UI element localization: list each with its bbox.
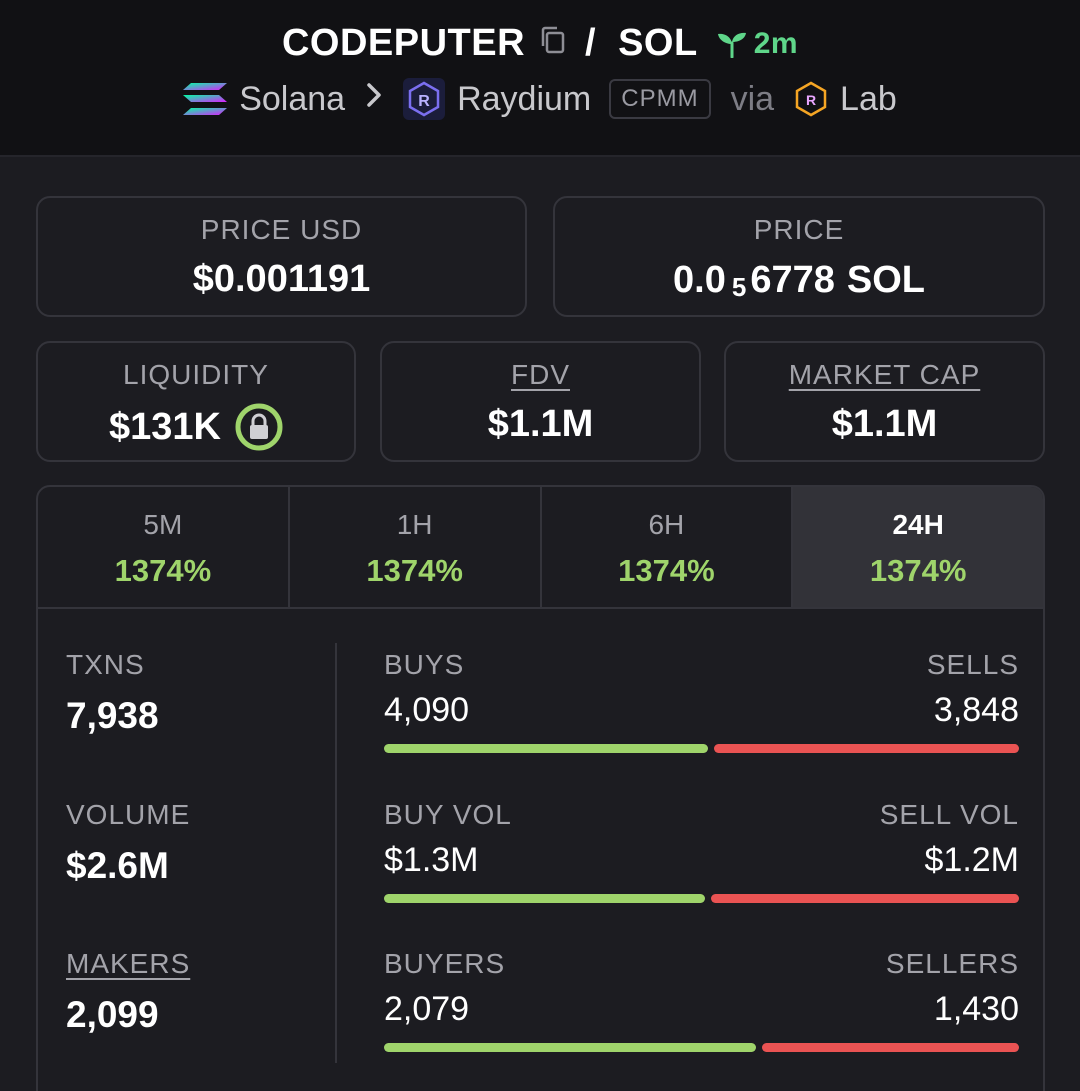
volume-stat: VOLUME $2.6M	[66, 799, 190, 887]
pair-header: CODEPUTER / SOL 2m	[0, 0, 1080, 157]
pair-age-value: 2m	[753, 26, 799, 60]
makers-label[interactable]: MAKERS	[66, 948, 191, 979]
launchlab-icon: R	[795, 81, 827, 117]
tab-1h-change: 1374%	[366, 553, 463, 588]
price-native-label: PRICE	[753, 214, 845, 245]
timeframe-tabs: 5M 1374% 1H 1374% 6H 1374% 24H 1374%	[36, 485, 1045, 609]
dex-name: Raydium	[457, 79, 592, 118]
stats-divider	[335, 643, 337, 1063]
buys-sells-bar	[384, 744, 1019, 753]
buy-vol-label: BUY VOL	[384, 799, 512, 830]
buy-vol-bar-segment	[384, 894, 705, 903]
txns-stat: TXNS 7,938	[66, 649, 159, 737]
buys-value: 4,090	[384, 691, 470, 729]
liquidity-label: LIQUIDITY	[123, 359, 269, 390]
volume-split-stat: BUY VOL SELL VOL $1.3M $1.2M	[384, 799, 1019, 903]
token-symbol: CODEPUTER	[281, 22, 526, 64]
fdv-card: FDV $1.1M	[380, 341, 701, 462]
chain-link[interactable]: Solana	[183, 80, 345, 119]
buys-label: BUYS	[384, 649, 465, 680]
buys-sells-stat: BUYS SELLS 4,090 3,848	[384, 649, 1019, 753]
buyers-label: BUYERS	[384, 948, 506, 979]
price-usd-label: PRICE USD	[200, 214, 363, 245]
pair-title: CODEPUTER / SOL 2m	[0, 22, 1080, 65]
fdv-label[interactable]: FDV	[511, 359, 570, 390]
market-cap-label[interactable]: MARKET CAP	[788, 359, 981, 390]
tab-5m-change: 1374%	[114, 553, 212, 588]
sells-value: 3,848	[933, 691, 1019, 729]
tab-1h-label: 1H	[396, 509, 433, 540]
volume-value: $2.6M	[66, 845, 169, 886]
price-usd-card: PRICE USD $0.001191	[36, 196, 527, 317]
buys-bar-segment	[384, 744, 708, 753]
tab-1h[interactable]: 1H 1374%	[290, 487, 542, 607]
buy-vol-value: $1.3M	[384, 841, 479, 879]
tab-6h-change: 1374%	[618, 553, 715, 588]
chain-name: Solana	[239, 79, 346, 118]
volume-label: VOLUME	[66, 799, 191, 830]
tab-24h[interactable]: 24H 1374%	[793, 487, 1043, 607]
sellers-value: 1,430	[933, 990, 1019, 1028]
buyers-sellers-bar	[384, 1043, 1019, 1052]
raydium-icon: R	[403, 78, 446, 120]
solana-icon	[183, 83, 228, 115]
copy-icon[interactable]	[539, 22, 567, 65]
buyers-sellers-stat: BUYERS SELLERS 2,079 1,430	[384, 948, 1019, 1052]
txns-label: TXNS	[66, 649, 145, 680]
tab-6h[interactable]: 6H 1374%	[542, 487, 794, 607]
pair-breadcrumb: Solana R Raydium CPMM via R Lab	[0, 78, 1080, 120]
buyers-value: 2,079	[384, 990, 470, 1028]
launchpad-name: Lab	[840, 79, 897, 118]
volume-split-bar	[384, 894, 1019, 903]
market-cap-value: $1.1M	[831, 403, 938, 445]
lock-icon[interactable]	[235, 403, 283, 451]
makers-stat: MAKERS 2,099	[66, 948, 190, 1036]
price-prefix: 0.0	[673, 259, 726, 301]
price-native-card: PRICE 0.0 5 6778 SOL	[553, 196, 1045, 317]
sell-vol-value: $1.2M	[924, 841, 1020, 879]
tab-6h-label: 6H	[648, 509, 685, 540]
market-cap-card: MARKET CAP $1.1M	[724, 341, 1045, 462]
sell-vol-label: SELL VOL	[879, 799, 1019, 830]
via-text: via	[730, 79, 775, 118]
tab-24h-label: 24H	[892, 509, 944, 540]
sells-label: SELLS	[926, 649, 1019, 680]
makers-value: 2,099	[66, 994, 159, 1035]
sells-bar-segment	[713, 744, 1019, 753]
trade-stats-panel: TXNS 7,938 VOLUME $2.6M MAKERS 2,099 BUY…	[36, 609, 1045, 1091]
liquidity-value-row: $131K	[38, 403, 354, 451]
price-zero-count: 5	[731, 272, 747, 302]
price-usd-value: $0.001191	[192, 258, 371, 300]
fdv-value: $1.1M	[487, 403, 594, 445]
buyers-bar-segment	[384, 1043, 757, 1052]
tab-5m[interactable]: 5M 1374%	[38, 487, 290, 607]
price-unit: SOL	[846, 259, 925, 301]
sellers-bar-segment	[762, 1043, 1019, 1052]
liquidity-value: $131K	[109, 405, 221, 448]
quote-symbol: SOL	[618, 22, 698, 64]
pool-type-badge: CPMM	[609, 79, 711, 119]
tab-24h-change: 1374%	[869, 553, 967, 588]
liquidity-card: LIQUIDITY $131K	[36, 341, 356, 462]
price-native-value: 0.0 5 6778 SOL	[555, 258, 1043, 303]
dex-link[interactable]: R Raydium	[403, 78, 591, 120]
pair-separator: /	[585, 22, 597, 64]
sell-vol-bar-segment	[710, 894, 1019, 903]
tab-5m-label: 5M	[143, 509, 183, 540]
sprout-icon	[717, 32, 746, 58]
svg-text:R: R	[806, 92, 816, 108]
pair-age: 2m	[716, 27, 798, 61]
svg-text:R: R	[418, 93, 430, 110]
sellers-label: SELLERS	[885, 948, 1019, 979]
launchpad-link[interactable]: R Lab	[794, 80, 897, 119]
txns-value: 7,938	[66, 695, 159, 736]
price-digits: 6778	[750, 259, 835, 301]
chevron-right-icon	[365, 82, 383, 116]
